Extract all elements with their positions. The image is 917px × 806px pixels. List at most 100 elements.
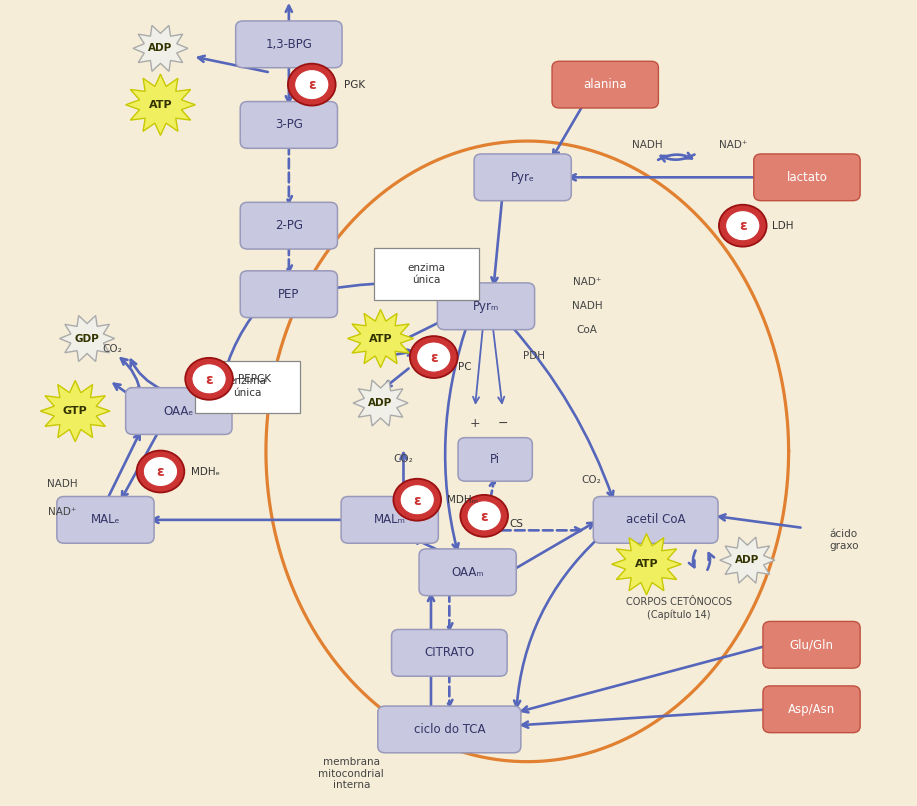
FancyArrowPatch shape bbox=[447, 592, 452, 629]
Text: GDP: GDP bbox=[75, 334, 99, 343]
Circle shape bbox=[416, 342, 451, 372]
FancyArrowPatch shape bbox=[487, 527, 581, 534]
Text: CO₂: CO₂ bbox=[102, 344, 122, 354]
Text: MALₑ: MALₑ bbox=[91, 513, 120, 526]
Text: Pyrₑ: Pyrₑ bbox=[511, 171, 535, 184]
Circle shape bbox=[719, 205, 767, 247]
FancyArrowPatch shape bbox=[445, 326, 467, 550]
Text: NAD⁺: NAD⁺ bbox=[720, 140, 747, 150]
Text: 3-PG: 3-PG bbox=[275, 118, 303, 131]
FancyArrowPatch shape bbox=[106, 433, 139, 501]
FancyBboxPatch shape bbox=[754, 154, 860, 201]
Circle shape bbox=[393, 479, 441, 521]
Text: ATP: ATP bbox=[635, 559, 658, 569]
FancyArrowPatch shape bbox=[719, 514, 801, 528]
FancyBboxPatch shape bbox=[763, 621, 860, 668]
Circle shape bbox=[288, 64, 336, 106]
Text: Glu/Gln: Glu/Gln bbox=[790, 638, 834, 651]
Text: MDHₑ: MDHₑ bbox=[191, 467, 220, 476]
FancyArrowPatch shape bbox=[660, 155, 694, 161]
Text: Asp/Asn: Asp/Asn bbox=[788, 703, 835, 716]
FancyArrowPatch shape bbox=[447, 672, 452, 706]
FancyArrowPatch shape bbox=[522, 709, 768, 728]
Text: CORPOS CETÔNOCOS
(Capítulo 14): CORPOS CETÔNOCOS (Capítulo 14) bbox=[625, 597, 732, 620]
Text: PGK: PGK bbox=[344, 80, 365, 89]
FancyArrowPatch shape bbox=[121, 359, 142, 397]
Text: OAAₘ: OAAₘ bbox=[451, 566, 484, 579]
FancyArrowPatch shape bbox=[219, 297, 269, 388]
Text: PEP: PEP bbox=[278, 288, 300, 301]
FancyBboxPatch shape bbox=[341, 496, 438, 543]
Text: Pi: Pi bbox=[490, 453, 501, 466]
Text: NADH: NADH bbox=[571, 301, 602, 311]
FancyBboxPatch shape bbox=[236, 21, 342, 68]
Text: NAD⁺: NAD⁺ bbox=[573, 277, 601, 287]
Circle shape bbox=[467, 501, 502, 531]
FancyArrowPatch shape bbox=[689, 550, 696, 567]
FancyArrowPatch shape bbox=[286, 245, 292, 272]
Text: ADP: ADP bbox=[735, 555, 759, 565]
Text: ADP: ADP bbox=[369, 398, 392, 408]
Polygon shape bbox=[612, 534, 681, 595]
FancyArrowPatch shape bbox=[114, 384, 145, 405]
Text: ε: ε bbox=[414, 493, 421, 508]
Text: CITRATO: CITRATO bbox=[425, 646, 474, 659]
FancyBboxPatch shape bbox=[57, 496, 154, 543]
FancyArrowPatch shape bbox=[553, 104, 583, 156]
Polygon shape bbox=[126, 74, 195, 135]
FancyArrowPatch shape bbox=[485, 480, 496, 528]
FancyArrowPatch shape bbox=[707, 553, 714, 570]
Text: −: − bbox=[497, 417, 508, 430]
Text: MDHₘ: MDHₘ bbox=[447, 495, 479, 505]
FancyArrowPatch shape bbox=[286, 144, 292, 202]
FancyArrowPatch shape bbox=[286, 6, 292, 25]
Circle shape bbox=[192, 364, 226, 394]
FancyArrowPatch shape bbox=[130, 397, 146, 423]
Text: NADH: NADH bbox=[47, 479, 78, 488]
FancyArrowPatch shape bbox=[428, 595, 434, 709]
Text: ε: ε bbox=[308, 78, 315, 93]
Text: +: + bbox=[470, 417, 481, 430]
Text: enzima
única: enzima única bbox=[228, 376, 267, 397]
Text: CoA: CoA bbox=[577, 326, 597, 335]
Text: PDH: PDH bbox=[523, 351, 545, 361]
Text: PC: PC bbox=[458, 362, 472, 372]
FancyArrowPatch shape bbox=[131, 359, 162, 390]
FancyArrowPatch shape bbox=[414, 538, 447, 555]
Text: ε: ε bbox=[430, 351, 437, 365]
Text: membrana
mitocondrial
interna: membrana mitocondrial interna bbox=[318, 757, 384, 791]
FancyArrowPatch shape bbox=[305, 283, 481, 293]
Polygon shape bbox=[133, 25, 188, 72]
Text: alanina: alanina bbox=[583, 78, 627, 91]
FancyArrowPatch shape bbox=[512, 523, 594, 571]
FancyArrowPatch shape bbox=[473, 326, 483, 403]
Text: OAAₑ: OAAₑ bbox=[164, 405, 193, 418]
FancyArrowPatch shape bbox=[511, 326, 613, 497]
Text: 1,3-BPG: 1,3-BPG bbox=[265, 38, 313, 51]
Text: acetil CoA: acetil CoA bbox=[626, 513, 685, 526]
Polygon shape bbox=[40, 380, 110, 442]
FancyArrowPatch shape bbox=[522, 646, 768, 713]
FancyArrowPatch shape bbox=[658, 153, 692, 160]
Text: NAD⁺: NAD⁺ bbox=[49, 507, 76, 517]
Text: lactato: lactato bbox=[787, 171, 827, 184]
Text: 2-PG: 2-PG bbox=[275, 219, 303, 232]
Text: ε: ε bbox=[481, 509, 488, 524]
Polygon shape bbox=[60, 315, 115, 362]
Text: ε: ε bbox=[157, 465, 164, 480]
Text: ATP: ATP bbox=[369, 334, 392, 343]
FancyArrowPatch shape bbox=[381, 318, 447, 351]
Circle shape bbox=[460, 495, 508, 537]
FancyBboxPatch shape bbox=[437, 283, 535, 330]
Text: GTP: GTP bbox=[63, 406, 87, 416]
Text: ciclo do TCA: ciclo do TCA bbox=[414, 723, 485, 736]
Text: LDH: LDH bbox=[772, 221, 793, 231]
FancyArrowPatch shape bbox=[385, 368, 409, 388]
Text: CO₂: CO₂ bbox=[581, 475, 602, 484]
FancyBboxPatch shape bbox=[194, 361, 301, 413]
Polygon shape bbox=[720, 537, 775, 584]
FancyArrowPatch shape bbox=[131, 388, 138, 394]
Circle shape bbox=[410, 336, 458, 378]
Circle shape bbox=[400, 484, 435, 515]
Text: enzima
única: enzima única bbox=[407, 264, 446, 285]
